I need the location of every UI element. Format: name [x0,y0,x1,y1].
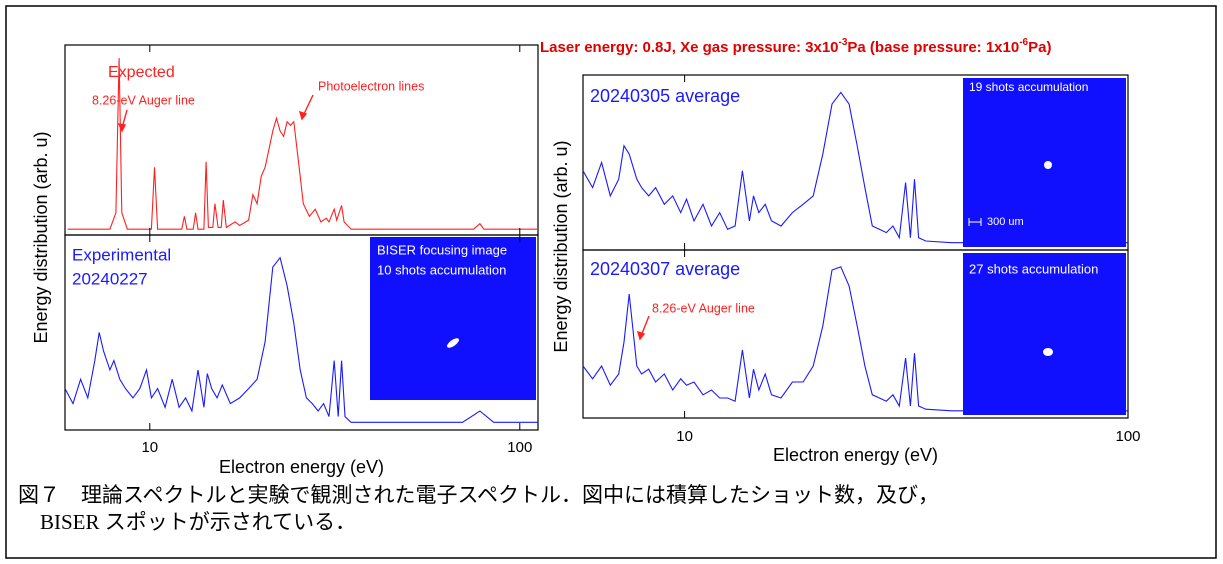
annotation: 20240227 [72,269,148,288]
inset-image [963,253,1126,415]
heading-part: Pa (base pressure: 1x10 [847,39,1019,56]
beam-spot [1043,348,1053,356]
annotation: Photoelectron lines [318,79,424,93]
inset-label: 300 um [987,216,1024,228]
heading-part: Pa) [1028,39,1051,56]
x-tick-label: 10 [141,439,158,456]
inset-label: BISER focusing image [377,242,507,257]
charts: Expected 8.26-eV Auger line Photoelectron … [31,45,1141,477]
arrow-head [300,112,306,119]
annotation: 20240305 average [590,86,740,106]
annotation: 20240307 average [590,259,740,279]
annotation: Experimental [72,245,171,264]
inset-label: 10 shots accumulation [377,262,506,277]
x-tick-label: 100 [1115,428,1140,445]
inset-image [370,237,536,400]
inset-label: 19 shots accumulation [969,80,1088,94]
x-tick-label: 100 [507,439,532,456]
x-tick-label: 10 [676,428,693,445]
x-axis-label: Electron energy (eV) [219,457,384,477]
beam-spot [1044,161,1052,169]
heading-part: Laser energy: 0.8J, Xe gas pressure: 3x1… [540,39,839,56]
spectrum-line [68,58,538,229]
caption-line: 図７ 理論スペクトルと実験で観測された電子スペクトル．図中には積算したショット数… [18,483,939,507]
y-axis-label: Energy distribution (arb. u) [31,131,51,343]
inset-label: 27 shots accumulation [969,261,1098,276]
annotation: Expected [108,64,175,81]
heading: Laser energy: 0.8J, Xe gas pressure: 3x1… [540,37,1051,56]
caption-line: BISER スポットが示されている． [40,510,356,534]
y-axis-label: Energy distribution (arb. u) [551,140,571,352]
annotation: 8.26-eV Auger line [652,301,755,315]
figure: Laser energy: 0.8J, Xe gas pressure: 3x1… [0,0,1223,564]
x-axis-label: Electron energy (eV) [773,445,938,465]
annotation: 8.26-eV Auger line [92,93,195,107]
arrow-head [638,332,644,339]
